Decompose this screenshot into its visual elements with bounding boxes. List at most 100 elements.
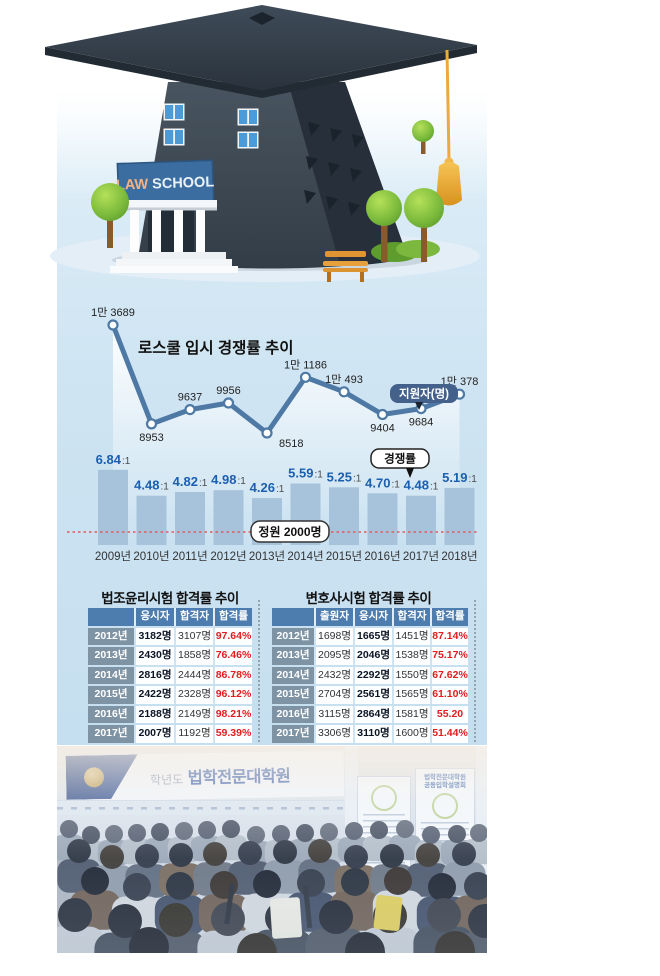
ethics-exam-table: 응시자 합격자 합격률 2012년 3182명 3107명 97.64% 2013년 2430명…: [88, 608, 252, 743]
tree-mid: [366, 190, 402, 262]
cap-button: [249, 12, 275, 25]
table-cell: 1192명: [174, 725, 213, 743]
vent-windows: [304, 122, 364, 216]
table-header-cell: 합격자: [392, 608, 430, 626]
year-label: 2018년: [441, 550, 477, 563]
point-label: 8518: [279, 438, 303, 450]
year-cell: 2013년: [88, 647, 134, 665]
table-header-cell: 응시자: [134, 608, 174, 626]
point-label: 9684: [409, 417, 433, 429]
table-cell: 1581명: [392, 705, 430, 723]
bar-exam-table-title: 변호사시험 합격률 추이: [305, 591, 432, 606]
bench: [323, 251, 368, 282]
callout-tail: [406, 468, 414, 478]
yellow-bag: [373, 895, 403, 931]
table-cell: 1698명: [314, 627, 353, 645]
table-cell: 2095명: [314, 647, 353, 665]
table-cell: 3110명: [353, 725, 392, 743]
table-cell: 76.46%: [213, 647, 252, 665]
point-label: 9956: [216, 385, 240, 397]
law-school-illustration: LAW SCHOOL: [45, 5, 480, 282]
crowd-silhouettes: [57, 820, 487, 953]
table-cell: 67.62%: [430, 666, 468, 684]
year-cell: 2013년: [272, 647, 314, 665]
year-cell: 2015년: [88, 686, 134, 704]
table-cell: 1565명: [392, 686, 430, 704]
ratio-label: 4.48:1: [404, 478, 439, 493]
bar-exam-table: 출원자 응시자 합격자 합격률 2012년 1698명 1665명 1451명 87.14% 20…: [272, 608, 468, 743]
table-cell: 2864명: [353, 705, 392, 723]
ratio-label: 5.59:1: [288, 466, 323, 481]
ratio-callout: [370, 448, 430, 469]
year-label: 2016년: [364, 550, 400, 563]
table-cell: 86.78%: [213, 666, 252, 684]
table-header-cell: 합격률: [430, 608, 468, 626]
ethics-table-title: 법조윤리시험 합격률 추이: [101, 591, 239, 606]
table-cell: 59.39%: [213, 725, 252, 743]
table-header-cell: [272, 608, 314, 626]
capacity-box: [250, 520, 330, 543]
point-label: 9637: [178, 392, 202, 404]
table-cell: 3182명: [134, 627, 174, 645]
data-point: [338, 386, 350, 398]
year-cell: 2017년: [88, 725, 134, 743]
ratio-bar: [98, 469, 128, 545]
callout-tail: [415, 402, 423, 410]
table-cell: 2292명: [353, 666, 392, 684]
ratio-bar: [406, 495, 436, 545]
table-cell: 2046명: [353, 647, 392, 665]
ratio-bar: [213, 490, 244, 545]
table-cell: 2188명: [134, 705, 174, 723]
table-header-cell: 응시자: [353, 608, 392, 626]
ratio-bar: [367, 493, 398, 545]
table-cell: 2444명: [174, 666, 213, 684]
year-label: 2012년: [210, 550, 246, 563]
table-cell: 2422명: [134, 686, 174, 704]
year-label: 2017년: [403, 550, 439, 563]
ratio-label: 4.82:1: [173, 474, 208, 489]
point-label: 9404: [370, 423, 394, 435]
year-cell: 2016년: [272, 705, 314, 723]
dotted-divider: [474, 600, 476, 742]
table-cell: 96.12%: [213, 686, 252, 704]
table-cell: 51.44%: [430, 725, 468, 743]
ratio-label: 4.70:1: [365, 475, 400, 490]
table-cell: 2430명: [134, 647, 174, 665]
svg-text:경쟁률: 경쟁률: [384, 452, 416, 466]
ratio-bar: [175, 492, 205, 545]
white-tote-bag: [269, 897, 303, 939]
data-point: [299, 371, 312, 383]
table-cell: 2561명: [353, 686, 392, 704]
data-point: [376, 408, 389, 421]
table-cell: 2149명: [174, 705, 213, 723]
ratio-label: 5.25:1: [327, 469, 362, 484]
year-cell: 2014년: [272, 666, 314, 684]
table-cell: 55.20 %: [430, 705, 468, 723]
table-cell: 3107명: [174, 627, 213, 645]
point-label: 1만 3689: [91, 306, 135, 319]
admissions-chart: 6.84:14.48:1 4.82:1 4.98:1 4.26:15.59:1 5.25…: [67, 306, 478, 563]
table-cell: 1665명: [353, 627, 392, 645]
table-cell: 1600명: [392, 725, 430, 743]
chart-title: 로스쿨 입시 경쟁률 추이: [138, 338, 294, 357]
table-cell: 1550명: [392, 666, 430, 684]
table-cell: 2816명: [134, 666, 174, 684]
year-cell: 2012년: [88, 627, 134, 645]
table-header-cell: 출원자: [314, 608, 353, 626]
table-cell: 2432명: [314, 666, 353, 684]
mortarboard-rim: [45, 45, 477, 98]
data-point: [145, 418, 158, 430]
year-label: 2013년: [249, 550, 285, 563]
table-header-cell: 합격자: [174, 608, 213, 626]
ratio-label: 4.98:1: [211, 472, 246, 487]
table-cell: 3115명: [314, 705, 353, 723]
year-cell: 2017년: [272, 725, 314, 743]
tassel: [436, 49, 462, 206]
ratio-label: 6.84:1: [96, 452, 131, 467]
ratio-bar: [444, 487, 475, 545]
ratio-label: 4.48:1: [134, 478, 169, 493]
point-label: 1만 1186: [284, 358, 327, 371]
table-header-cell: 합격률: [213, 608, 252, 626]
year-label: 2014년: [287, 550, 323, 563]
data-point: [184, 403, 196, 416]
